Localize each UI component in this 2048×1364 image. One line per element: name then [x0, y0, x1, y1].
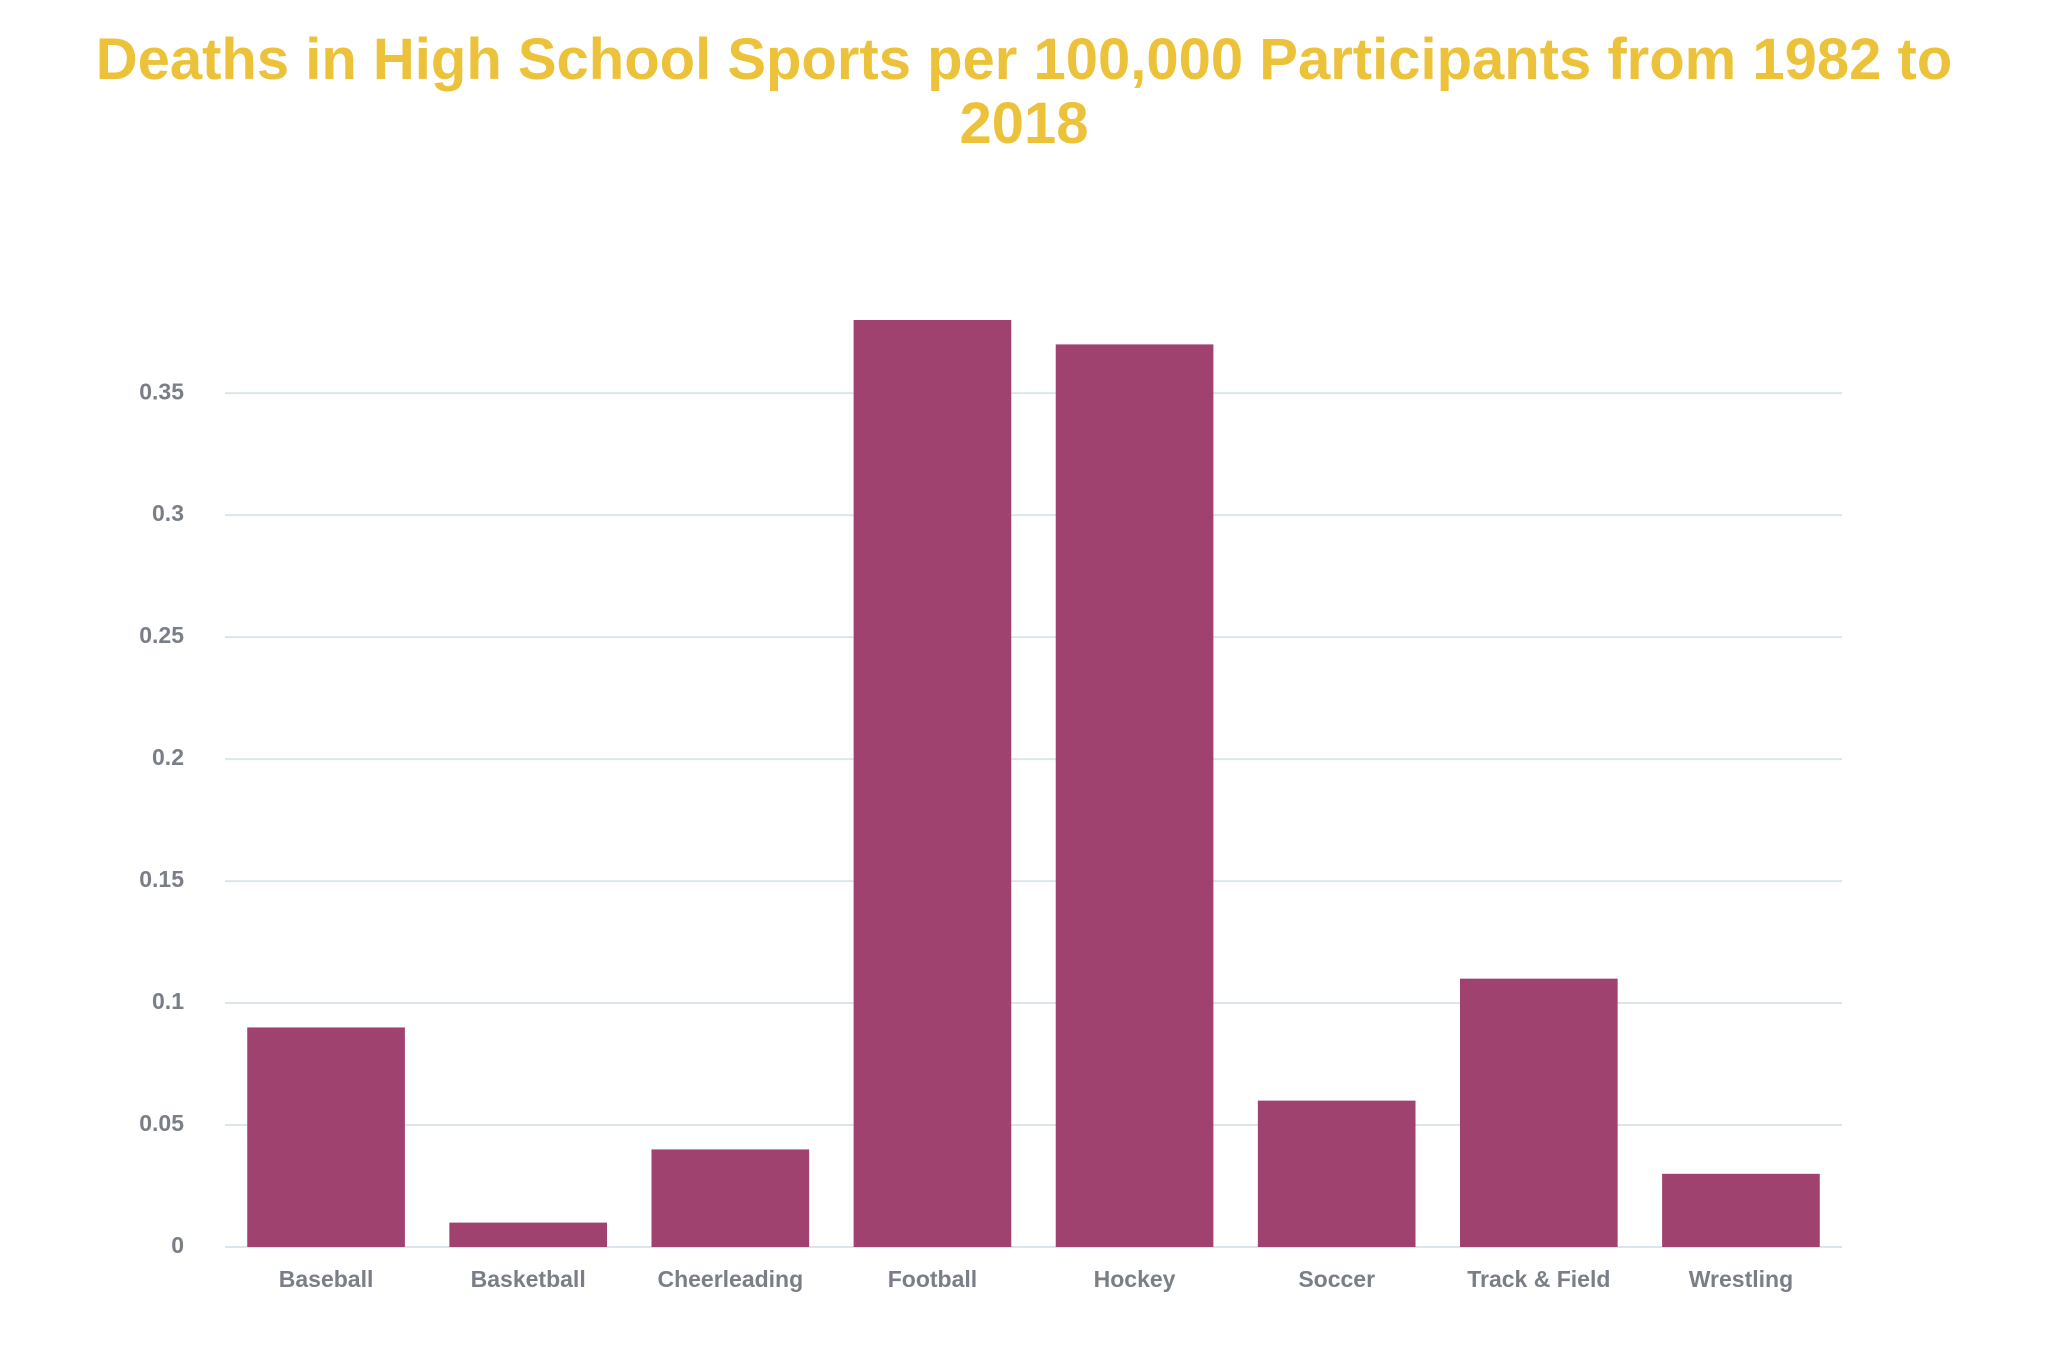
x-tick-label: Soccer	[1298, 1266, 1375, 1292]
x-tick-label: Cheerleading	[657, 1266, 803, 1292]
bar	[651, 1149, 810, 1247]
x-tick-label: Hockey	[1094, 1266, 1176, 1292]
y-tick-label: 0.05	[139, 1110, 184, 1136]
bar	[1459, 978, 1618, 1247]
y-tick-label: 0.35	[139, 378, 184, 404]
bar	[853, 320, 1012, 1247]
bar	[1055, 344, 1214, 1247]
x-tick-label: Football	[888, 1266, 977, 1292]
x-tick-label: Track & Field	[1467, 1266, 1610, 1292]
y-tick-label: 0.3	[152, 500, 184, 526]
chart-title: Deaths in High School Sports per 100,000…	[95, 27, 1953, 156]
x-tick-label: Wrestling	[1689, 1266, 1793, 1292]
y-tick-label: 0.15	[139, 866, 184, 892]
y-tick-label: 0	[171, 1232, 184, 1258]
bar	[449, 1222, 608, 1247]
bar	[1662, 1173, 1820, 1247]
x-tick-label: Baseball	[279, 1266, 374, 1292]
y-tick-label: 0.2	[152, 744, 184, 770]
bar	[1257, 1100, 1416, 1247]
bar	[247, 1027, 405, 1247]
y-tick-label: 0.25	[139, 622, 184, 648]
y-tick-label: 0.1	[152, 988, 184, 1014]
x-tick-label: Basketball	[471, 1266, 586, 1292]
